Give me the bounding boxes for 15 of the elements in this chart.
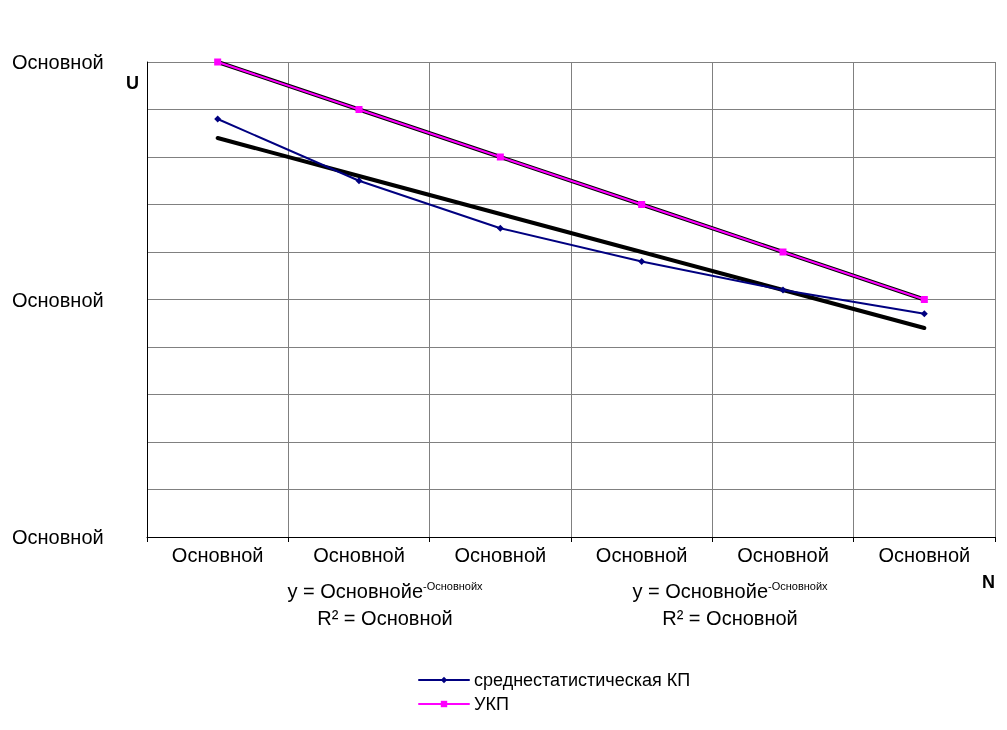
x-tick-label: Основной xyxy=(171,544,264,566)
legend-label: среднестатистическая КП xyxy=(474,670,691,690)
x-tick-label: Основной xyxy=(737,544,829,566)
y-axis-title: U xyxy=(126,73,139,93)
x-axis-title: N xyxy=(982,572,995,592)
text: Основной xyxy=(12,526,104,548)
x-tick-label: Основной xyxy=(595,544,688,566)
text: R² = Основной xyxy=(662,607,798,629)
x-tick-label: Основной xyxy=(878,544,971,566)
text: Основной xyxy=(12,51,104,73)
text: R² = Основной xyxy=(317,607,453,629)
legend-label: УКП xyxy=(474,694,509,714)
x-tick-label: Основной xyxy=(454,544,547,566)
text: Основной xyxy=(12,288,104,311)
x-tick-label: Основной xyxy=(313,544,405,566)
